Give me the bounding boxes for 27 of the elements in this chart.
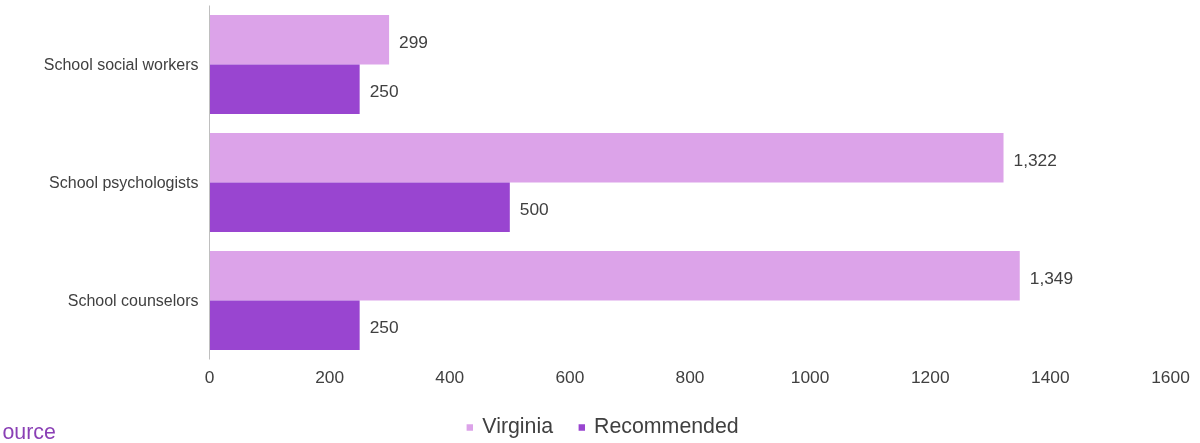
data-label: 500 [519,199,549,220]
data-label: 299 [399,31,429,52]
x-tick-label: 200 [315,366,345,387]
bar [209,64,360,115]
data-label: 250 [369,317,399,338]
bar [209,300,360,351]
text: ource [2,419,56,443]
bar [209,182,510,233]
x-tick-label: 0 [204,366,215,387]
data-label: 250 [369,81,399,102]
bar [209,250,1020,301]
data-label: 1,322 [1013,149,1057,170]
data-label: 1,349 [1029,267,1074,288]
y-tick-label: School psychologists [49,174,199,191]
x-tick-label: 400 [435,366,465,387]
bar [209,14,390,65]
y-tick-label: School social workers [43,56,199,73]
x-tick-label: 1600 [1151,366,1190,387]
x-tick-label: 1400 [1031,366,1070,387]
x-tick-label: 600 [555,366,585,387]
bar [209,132,1004,183]
x-tick-label: 1000 [790,366,830,387]
x-tick-label: 800 [675,366,705,387]
x-tick-label: 1200 [910,366,950,387]
legend-label: Recommended [594,414,739,439]
y-tick-label: School counselors [67,292,199,309]
legend-label: Virginia [482,414,554,439]
